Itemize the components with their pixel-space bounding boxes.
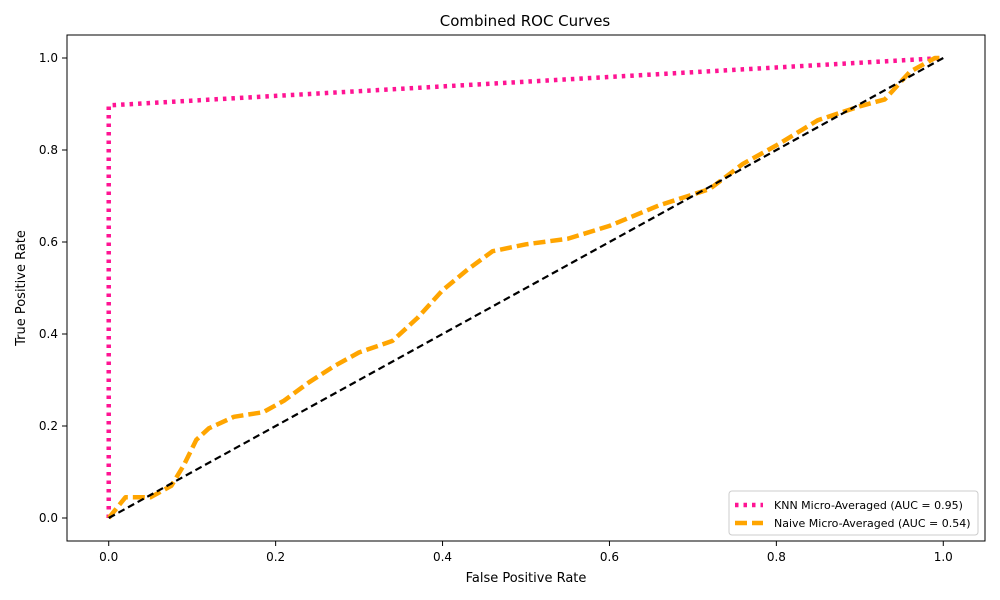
x-axis-label: False Positive Rate (466, 571, 587, 586)
legend-label: KNN Micro-Averaged (AUC = 0.95) (774, 499, 963, 512)
legend-label: Naive Micro-Averaged (AUC = 0.54) (774, 517, 971, 530)
x-tick-label: 0.8 (767, 550, 786, 564)
y-tick-label: 1.0 (39, 51, 58, 65)
y-tick-label: 0.0 (39, 511, 58, 525)
legend: KNN Micro-Averaged (AUC = 0.95) Naive Mic… (728, 490, 979, 536)
x-tick-label: 0.6 (600, 550, 619, 564)
legend-box (728, 490, 979, 536)
x-tick-label: 1.0 (934, 550, 953, 564)
y-axis: 0.0 0.2 0.4 0.6 0.8 1.0 (39, 51, 67, 525)
chance-diagonal-line (108, 57, 944, 519)
y-tick-label: 0.6 (39, 235, 58, 249)
x-axis: 0.0 0.2 0.4 0.6 0.8 1.0 (99, 541, 953, 564)
y-axis-label: True Positive Rate (14, 230, 29, 347)
plot-frame (66, 34, 986, 542)
y-tick-label: 0.8 (39, 143, 58, 157)
naive-roc-line (106, 55, 944, 520)
x-tick-label: 0.0 (99, 550, 118, 564)
y-tick-label: 0.4 (39, 327, 58, 341)
x-tick-label: 0.2 (266, 550, 285, 564)
y-tick-label: 0.2 (39, 419, 58, 433)
chart-title: Combined ROC Curves (440, 12, 611, 30)
x-tick-label: 0.4 (433, 550, 452, 564)
